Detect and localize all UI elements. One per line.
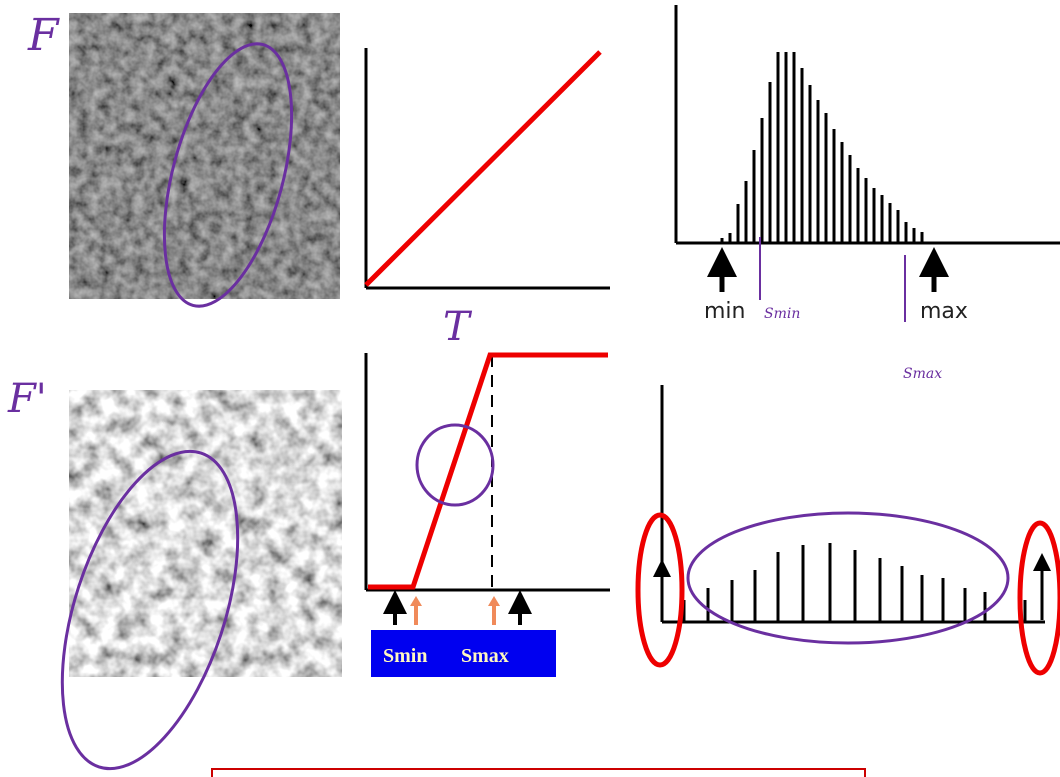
- stretched-image: [69, 390, 342, 677]
- annotation-ellipse: [686, 511, 1010, 645]
- annotation-ellipse: [162, 42, 294, 308]
- original-label: F: [27, 10, 60, 61]
- original-image: [69, 13, 340, 299]
- min-label: min: [704, 299, 746, 324]
- stretched-histogram: [653, 385, 1051, 624]
- stretch-plot: [364, 352, 610, 592]
- annotation-ellipse: [60, 449, 240, 771]
- annotation-circle: [415, 423, 495, 507]
- smin-note: Smin: [764, 306, 800, 322]
- stretch-arrows: [383, 590, 532, 625]
- identity-plot: [364, 48, 610, 290]
- original-histogram: [674, 5, 1060, 292]
- stretched-label: F': [7, 376, 47, 422]
- highlight-ellipse: [635, 512, 685, 668]
- note-box: [211, 768, 866, 777]
- smax-box-label: Smax: [461, 645, 509, 667]
- smin-box-label: Smin: [383, 645, 427, 667]
- max-label: max: [920, 299, 968, 324]
- smax-note: Smax: [903, 366, 942, 382]
- stretch-box: [371, 630, 556, 677]
- transform-label: T: [443, 304, 473, 350]
- highlight-ellipse: [1017, 520, 1060, 676]
